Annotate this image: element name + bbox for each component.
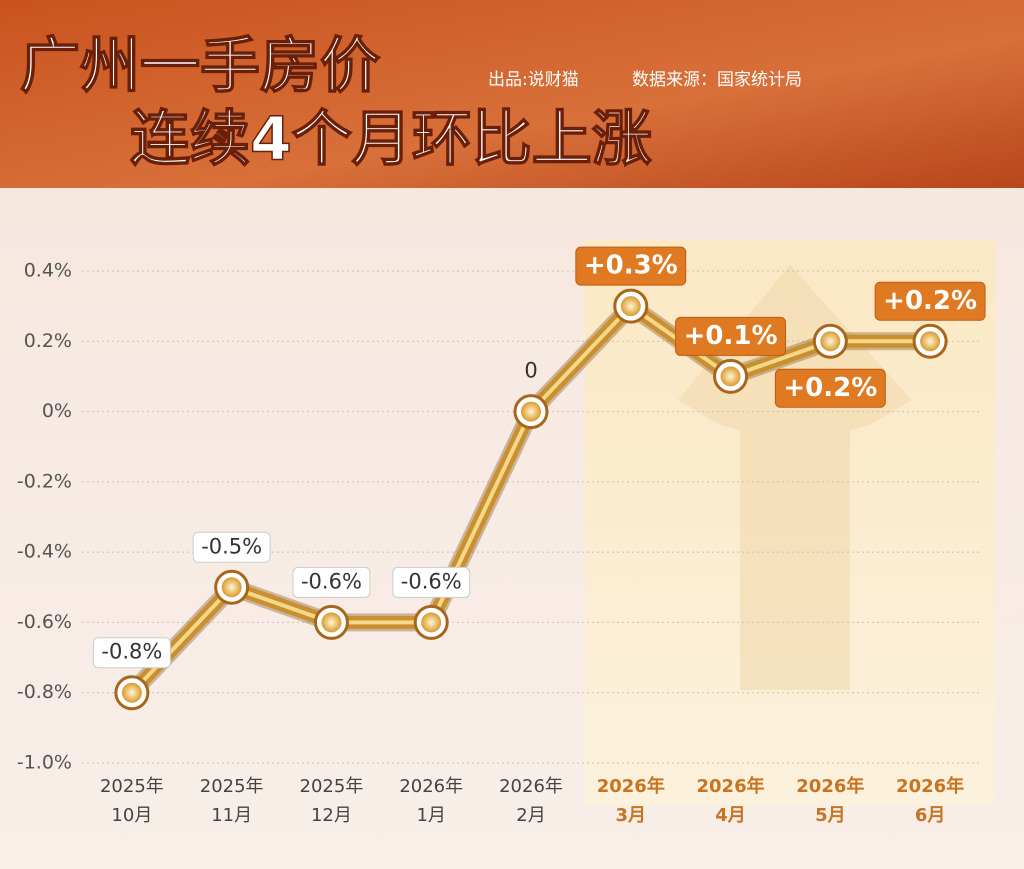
y-tick-label: 0% <box>42 400 72 422</box>
value-label-text: -0.6% <box>401 569 462 593</box>
value-label: -0.6% <box>292 566 371 598</box>
title: 广州一手房价 <box>20 32 380 102</box>
value-label-box <box>292 566 371 598</box>
point-core <box>321 612 342 633</box>
value-label-text: +0.1% <box>684 321 778 351</box>
value-label-text: -0.8% <box>101 640 162 664</box>
value-label-box <box>874 281 986 321</box>
value-label-text: +0.2% <box>783 373 877 403</box>
point-core <box>521 401 541 422</box>
credit: 出品:说财猫 <box>488 70 579 90</box>
y-tick-label: -1.0% <box>17 752 72 774</box>
value-label-box <box>774 368 886 408</box>
credit: 数据来源：国家统计局 <box>632 70 802 90</box>
title: 连续4个月环比上涨 <box>130 105 652 175</box>
point-core <box>121 682 142 703</box>
point-core <box>720 366 741 387</box>
x-tick-label: 2026年 <box>597 775 665 797</box>
value-label: 0 <box>524 359 537 383</box>
x-tick-label: 2月 <box>516 805 545 826</box>
x-tick-label: 2026年 <box>796 775 864 797</box>
point-core <box>421 612 442 633</box>
x-tick-label: 2026年 <box>399 776 463 797</box>
x-tick-label: 1月 <box>416 805 445 826</box>
x-tick-label: 2025年 <box>200 776 264 797</box>
x-tick-label: 6月 <box>915 805 946 826</box>
y-tick-label: 0.2% <box>24 330 72 352</box>
value-label: +0.2% <box>774 368 886 408</box>
point-core <box>820 331 841 352</box>
y-tick-label: 0.4% <box>24 260 72 282</box>
x-tick-label: 11月 <box>211 805 252 826</box>
header <box>0 0 1024 188</box>
x-tick-label: 3月 <box>616 805 647 826</box>
x-tick-label: 2025年 <box>100 776 164 797</box>
y-tick-label: -0.4% <box>17 541 72 563</box>
value-label-box <box>392 566 471 598</box>
value-label: +0.2% <box>874 281 986 321</box>
value-label-box <box>575 246 687 286</box>
value-label-box <box>92 637 171 669</box>
x-tick-label: 2026年 <box>896 775 964 797</box>
value-label-text: +0.3% <box>584 251 678 281</box>
value-label-text: 0 <box>524 359 537 383</box>
x-tick-label: 5月 <box>815 805 846 826</box>
value-label: +0.1% <box>675 316 787 356</box>
value-label: +0.3% <box>575 246 687 286</box>
x-tick-label: 2026年 <box>697 775 765 797</box>
point-core <box>920 331 941 352</box>
point-core <box>221 577 242 598</box>
value-label-box <box>192 531 271 563</box>
y-tick-label: -0.8% <box>17 681 72 703</box>
value-label: -0.5% <box>192 531 271 563</box>
point-core <box>620 296 641 317</box>
x-tick-label: 2025年 <box>300 776 364 797</box>
value-label-text: -0.5% <box>201 534 262 558</box>
value-label-box <box>675 316 787 356</box>
y-tick-label: -0.6% <box>17 611 72 633</box>
x-tick-label: 2026年 <box>499 776 563 797</box>
y-tick-label: -0.2% <box>17 470 72 492</box>
x-tick-label: 12月 <box>311 805 352 826</box>
value-label: -0.8% <box>92 637 171 669</box>
x-tick-label: 4月 <box>715 805 746 826</box>
x-tick-label: 10月 <box>111 805 152 826</box>
value-label-text: +0.2% <box>883 286 977 316</box>
value-label-text: -0.6% <box>301 569 362 593</box>
value-label: -0.6% <box>392 566 471 598</box>
